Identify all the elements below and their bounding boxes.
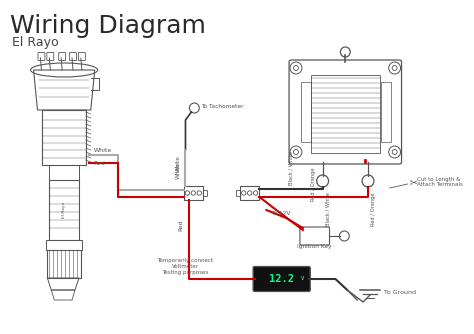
Bar bbox=[49, 165, 79, 180]
Text: Black / White: Black / White bbox=[326, 192, 330, 226]
Text: El Rayo: El Rayo bbox=[12, 36, 58, 49]
Bar bbox=[381, 82, 391, 142]
Text: Cut to Length &
Attach Terminals: Cut to Length & Attach Terminals bbox=[417, 177, 463, 187]
Text: V: V bbox=[301, 277, 304, 282]
Text: White: White bbox=[94, 148, 112, 153]
Text: To 12V: To 12V bbox=[272, 211, 291, 216]
Text: Wiring Diagram: Wiring Diagram bbox=[10, 14, 206, 38]
Bar bbox=[236, 190, 240, 196]
Text: White: White bbox=[175, 155, 181, 171]
Text: Black / White: Black / White bbox=[289, 151, 293, 185]
Bar bbox=[240, 186, 259, 200]
Text: To Ground: To Ground bbox=[384, 290, 416, 295]
Text: 12.2: 12.2 bbox=[269, 274, 294, 284]
Bar bbox=[47, 250, 81, 278]
Text: Red: Red bbox=[179, 220, 183, 231]
Bar bbox=[301, 82, 311, 142]
Bar bbox=[311, 75, 380, 153]
Text: White: White bbox=[175, 162, 181, 179]
Bar bbox=[46, 240, 82, 250]
FancyBboxPatch shape bbox=[253, 267, 310, 292]
Text: Red: Red bbox=[94, 161, 106, 166]
Text: Ignition Key: Ignition Key bbox=[297, 244, 332, 249]
Bar bbox=[183, 186, 203, 200]
Bar bbox=[49, 180, 79, 240]
Text: Red / Orange: Red / Orange bbox=[311, 167, 316, 201]
Text: To Tachometer: To Tachometer bbox=[201, 104, 244, 109]
Bar bbox=[203, 190, 207, 196]
Text: ✂: ✂ bbox=[410, 177, 418, 187]
Text: Red / Orange: Red / Orange bbox=[371, 192, 376, 225]
Bar bbox=[43, 110, 86, 165]
Text: Temporarily connect
Voltmeter
Testing purposes: Temporarily connect Voltmeter Testing pu… bbox=[157, 258, 213, 275]
Text: El Rayo: El Rayo bbox=[62, 202, 66, 218]
